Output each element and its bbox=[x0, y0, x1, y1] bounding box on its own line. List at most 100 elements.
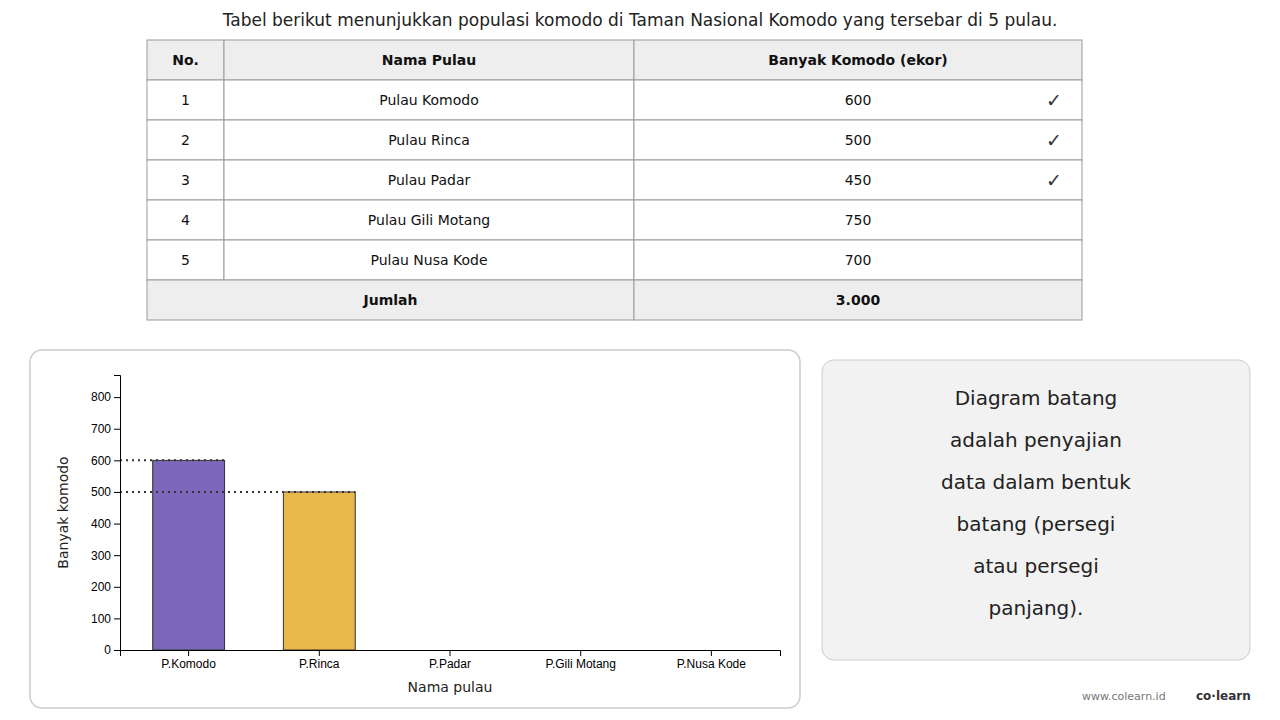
table-text: Pulau Nusa Kode bbox=[370, 252, 487, 268]
axis-line bbox=[121, 651, 781, 657]
branding: co·learn bbox=[1196, 689, 1251, 703]
table-text: Banyak Komodo (ekor) bbox=[768, 52, 948, 68]
check-mark: ✓ bbox=[1046, 129, 1062, 151]
table-text: Pulau Padar bbox=[388, 172, 471, 188]
reference-line bbox=[120, 491, 355, 493]
tick-label: 400 bbox=[91, 517, 111, 531]
tick-label: 500 bbox=[91, 485, 111, 499]
table-cell bbox=[224, 80, 634, 120]
tick-mark bbox=[450, 650, 451, 656]
tick: 200 bbox=[91, 580, 120, 594]
info-line: data dalam bentuk bbox=[941, 470, 1131, 494]
tick: P.Nusa Kode bbox=[677, 650, 746, 671]
table-cell bbox=[224, 160, 634, 200]
table-cell bbox=[147, 80, 224, 120]
table-cell bbox=[147, 120, 224, 160]
tick-label: 200 bbox=[91, 580, 111, 594]
table-cell bbox=[634, 80, 1082, 120]
plot-area bbox=[120, 460, 355, 650]
tick: 400 bbox=[91, 517, 120, 531]
table-cell bbox=[147, 280, 634, 320]
table-text: 4 bbox=[181, 212, 190, 228]
tick-mark bbox=[114, 429, 120, 430]
tick-label: P.Nusa Kode bbox=[677, 657, 746, 671]
tick-mark bbox=[114, 460, 120, 461]
table-text: 750 bbox=[845, 212, 872, 228]
title: Tabel berikut menunjukkan populasi komod… bbox=[222, 10, 1058, 30]
table-text: 600 bbox=[845, 92, 872, 108]
tick: 0 bbox=[104, 643, 120, 657]
x-axis-title: Nama pulau bbox=[408, 679, 493, 695]
tick: 800 bbox=[91, 390, 120, 404]
table-text: 2 bbox=[181, 132, 190, 148]
bar bbox=[283, 492, 355, 650]
tick-mark bbox=[114, 587, 120, 588]
tick-label: 300 bbox=[91, 549, 111, 563]
table-cell bbox=[224, 200, 634, 240]
table-cell bbox=[147, 240, 224, 280]
tick-mark bbox=[114, 397, 120, 398]
table-text: 5 bbox=[181, 252, 190, 268]
tick-mark bbox=[711, 650, 712, 656]
y-axis-title: Banyak komodo bbox=[55, 456, 71, 568]
tick-mark bbox=[114, 650, 120, 651]
bar bbox=[414, 650, 486, 651]
table-cell bbox=[634, 240, 1082, 280]
tick-label: 700 bbox=[91, 422, 111, 436]
table-cell bbox=[224, 40, 634, 80]
tick: 600 bbox=[91, 454, 120, 468]
table-text: No. bbox=[172, 52, 199, 68]
info-text: Diagram batangadalah penyajiandata dalam… bbox=[941, 386, 1131, 620]
x-axis: P.KomodoP.RincaP.PadarP.Gili MotangP.Nus… bbox=[121, 650, 781, 671]
bar bbox=[675, 650, 747, 651]
page: Tabel berikut menunjukkan populasi komod… bbox=[0, 0, 1280, 720]
info-line: adalah penyajian bbox=[950, 428, 1122, 452]
tick-mark bbox=[580, 650, 581, 656]
tick-mark bbox=[188, 650, 189, 656]
table-cell bbox=[224, 240, 634, 280]
tick-label: 800 bbox=[91, 390, 111, 404]
tick-mark bbox=[114, 555, 120, 556]
table-cell bbox=[634, 40, 1082, 80]
check-mark: ✓ bbox=[1046, 89, 1062, 111]
tick-label: P.Padar bbox=[429, 657, 471, 671]
table-text: Nama Pulau bbox=[382, 52, 477, 68]
tick-label: 600 bbox=[91, 454, 111, 468]
bar bbox=[153, 460, 225, 650]
table-cell bbox=[634, 280, 1082, 320]
table-cell bbox=[147, 160, 224, 200]
table-text: 1 bbox=[181, 92, 190, 108]
tick-mark bbox=[114, 524, 120, 525]
table-text: Pulau Rinca bbox=[388, 132, 470, 148]
table-cell bbox=[224, 120, 634, 160]
tick: P.Rinca bbox=[299, 650, 340, 671]
table-cell bbox=[147, 40, 224, 80]
reference-line bbox=[120, 459, 225, 461]
table-cell bbox=[634, 160, 1082, 200]
info-box bbox=[822, 360, 1250, 660]
tick: 500 bbox=[91, 485, 120, 499]
tick-mark bbox=[114, 492, 120, 493]
table-text: 450 bbox=[845, 172, 872, 188]
tick-label: P.Komodo bbox=[161, 657, 216, 671]
table-cell bbox=[634, 200, 1082, 240]
tick: P.Komodo bbox=[161, 650, 216, 671]
tick-label: 100 bbox=[91, 612, 111, 626]
tick: 300 bbox=[91, 549, 120, 563]
table-cell bbox=[147, 200, 224, 240]
info-line: batang (persegi bbox=[957, 512, 1116, 536]
table-cell bbox=[634, 120, 1082, 160]
check-mark: ✓ bbox=[1046, 169, 1062, 191]
tick-mark bbox=[114, 618, 120, 619]
table-text: 500 bbox=[845, 132, 872, 148]
table: No. Nama Pulau Banyak Komodo (ekor) 1 Pulau … bbox=[147, 40, 1082, 320]
tick: P.Padar bbox=[429, 650, 471, 671]
tick-label: 0 bbox=[104, 643, 111, 657]
tick-label: P.Rinca bbox=[299, 657, 340, 671]
info-line: atau persegi bbox=[973, 554, 1099, 578]
axis-line bbox=[114, 376, 121, 651]
table-text: Jumlah bbox=[363, 292, 418, 308]
info-line: panjang). bbox=[989, 596, 1084, 620]
bar bbox=[545, 650, 617, 651]
table-text: 3 bbox=[181, 172, 190, 188]
